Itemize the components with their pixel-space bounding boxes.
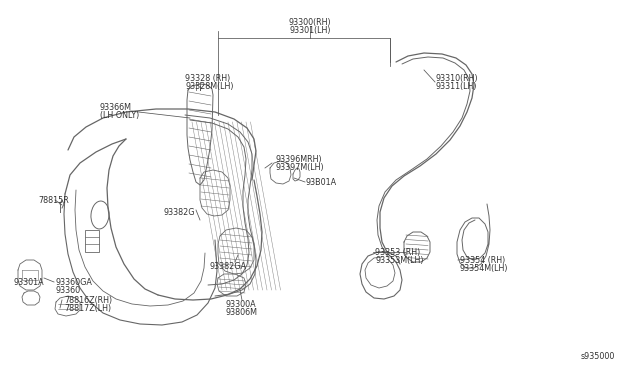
Text: 93300A: 93300A — [225, 300, 255, 309]
Text: 93B01A: 93B01A — [305, 178, 336, 187]
Text: 93328 (RH): 93328 (RH) — [185, 74, 230, 83]
Text: 93328M(LH): 93328M(LH) — [185, 82, 234, 91]
Text: 93360GA: 93360GA — [56, 278, 93, 287]
Text: 78816Z(RH): 78816Z(RH) — [64, 296, 112, 305]
Text: 93806M: 93806M — [225, 308, 257, 317]
Text: 93360: 93360 — [56, 286, 81, 295]
Text: 93396MRH): 93396MRH) — [275, 155, 322, 164]
Text: 78817Z(LH): 78817Z(LH) — [64, 304, 111, 313]
Text: 93311(LH): 93311(LH) — [435, 82, 477, 91]
Bar — [85, 230, 99, 252]
Text: 93301A: 93301A — [14, 278, 45, 287]
Text: 93382G: 93382G — [163, 208, 195, 217]
Text: 93397M(LH): 93397M(LH) — [275, 163, 324, 172]
Text: s935000: s935000 — [580, 352, 615, 361]
Text: (LH ONLY): (LH ONLY) — [100, 111, 140, 120]
Text: 93301(LH): 93301(LH) — [289, 26, 331, 35]
Text: 93354 (RH): 93354 (RH) — [460, 256, 505, 265]
Text: 93354M(LH): 93354M(LH) — [460, 264, 509, 273]
Text: 93353M(LH): 93353M(LH) — [375, 256, 424, 265]
Text: 93310(RH): 93310(RH) — [435, 74, 477, 83]
Text: 93366M: 93366M — [100, 103, 132, 112]
Text: 93353 (RH): 93353 (RH) — [375, 248, 420, 257]
Text: 93300(RH): 93300(RH) — [289, 18, 332, 27]
Text: 78815R: 78815R — [38, 196, 68, 205]
Text: 93382GA: 93382GA — [210, 262, 247, 271]
